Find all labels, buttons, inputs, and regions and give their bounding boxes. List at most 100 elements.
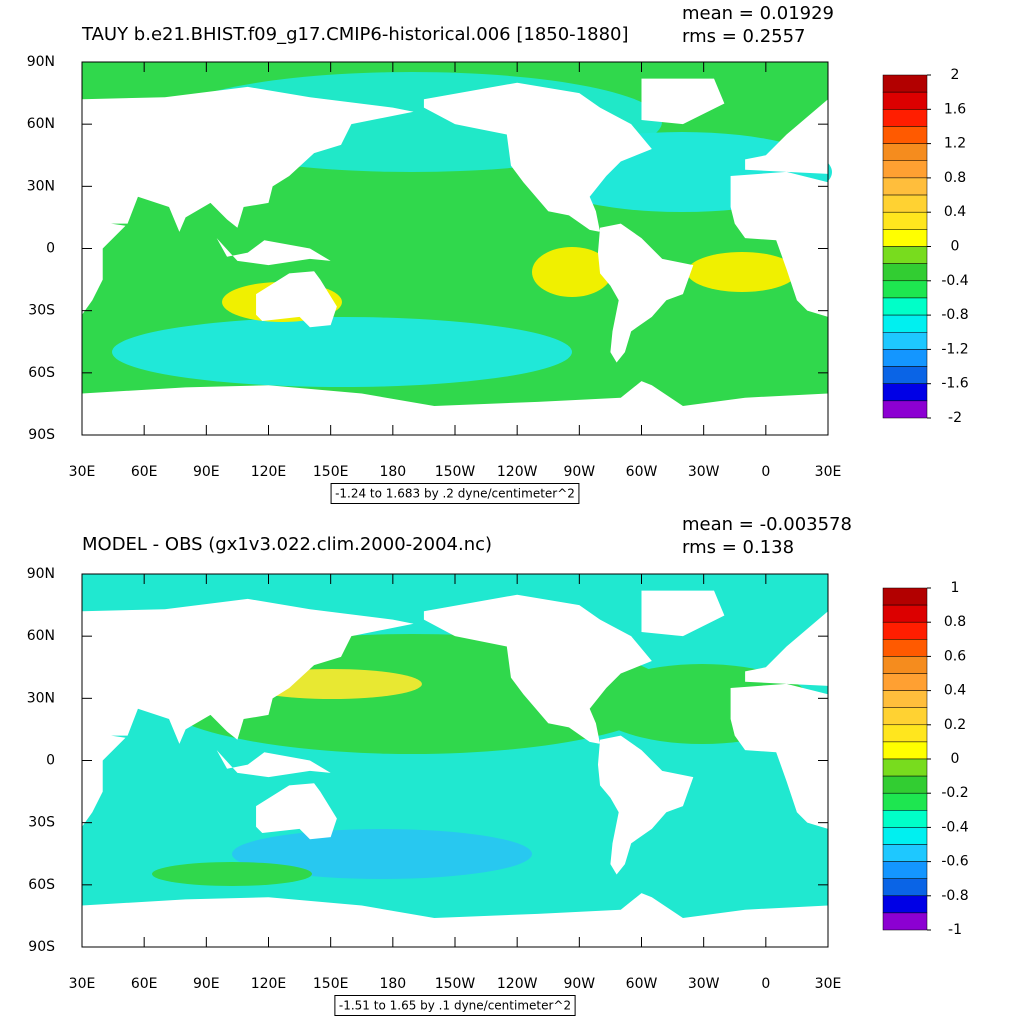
colorbar-box	[882, 587, 928, 606]
lon-label: 150E	[313, 976, 349, 992]
colorbar-box	[882, 109, 928, 127]
lon-label: 180	[379, 464, 406, 480]
lon-label: 120W	[497, 464, 538, 480]
colorbar-box	[882, 895, 928, 914]
colorbar-box	[882, 194, 928, 213]
rms-label: rms = 0.2557	[682, 26, 806, 47]
caption: -1.51 to 1.65 by .1 dyne/centimeter^2	[339, 999, 571, 1013]
colorbar-label: -0.4	[941, 273, 968, 289]
colorbar-label: -0.2	[941, 785, 968, 801]
caption-box	[330, 483, 580, 504]
colorbar-box	[882, 792, 928, 811]
colorbar-label: 0.4	[944, 683, 966, 699]
colorbar-box	[882, 861, 928, 879]
colorbar-box	[882, 280, 928, 299]
mean-label: mean = 0.01929	[682, 3, 834, 24]
colorbar-label: -0.6	[941, 854, 968, 870]
lat-label: 0	[46, 241, 55, 257]
colorbar-box	[882, 673, 928, 691]
lat-label: 60N	[27, 628, 55, 644]
colorbar-box	[882, 263, 928, 282]
colorbar-box	[882, 314, 928, 333]
colorbar-label: 0.4	[944, 204, 966, 220]
colorbar-box	[882, 332, 928, 350]
lon-label: 90E	[193, 976, 220, 992]
lat-label: 30N	[27, 690, 55, 706]
colorbar-label: 1.2	[944, 136, 966, 152]
colorbar-box	[882, 366, 928, 384]
lat-label: 60S	[28, 365, 55, 381]
colorbar-box	[882, 383, 928, 402]
colorbar-box	[882, 74, 928, 93]
map	[82, 62, 832, 435]
colorbar-box	[882, 878, 928, 897]
colorbar-label: 1.6	[944, 101, 966, 117]
colorbar-label: -0.8	[941, 888, 968, 904]
colorbar-box	[882, 211, 928, 230]
caption-box	[334, 995, 576, 1016]
lon-label: 180	[379, 976, 406, 992]
lon-label: 60W	[626, 976, 658, 992]
colorbar-label: 0.2	[944, 717, 966, 733]
colorbar-label: -2	[948, 410, 962, 426]
colorbar-box	[882, 775, 928, 794]
colorbar-box	[882, 621, 928, 640]
colorbar-box	[882, 349, 928, 367]
colorbar-label: 2	[951, 67, 960, 83]
colorbar-label: -0.4	[941, 819, 968, 835]
lon-label: 30W	[688, 464, 720, 480]
colorbar-label: 0	[951, 751, 960, 767]
lon-label: 0	[761, 464, 770, 480]
lat-label: 90S	[28, 939, 55, 955]
map	[82, 574, 828, 947]
lon-label: 60W	[626, 464, 658, 480]
rms-label: rms = 0.138	[682, 537, 794, 558]
lat-label: 60S	[28, 877, 55, 893]
lat-label: 90N	[27, 566, 55, 582]
lon-label: 150W	[435, 976, 476, 992]
colorbar-label: -1.6	[941, 376, 968, 392]
lat-label: 90N	[27, 54, 55, 70]
lon-label: 30E	[69, 464, 96, 480]
colorbar-label: -1.2	[941, 341, 968, 357]
colorbar-label: 0.8	[944, 170, 966, 186]
lon-label: 150W	[435, 464, 476, 480]
lon-label: 90W	[563, 976, 595, 992]
colorbar-box	[882, 690, 928, 708]
colorbar-box	[882, 810, 928, 828]
colorbar-label: 1	[951, 580, 960, 596]
panel-title: MODEL - OBS (gx1v3.022.clim.2000-2004.nc…	[82, 534, 492, 555]
colorbar-box	[882, 604, 928, 623]
lon-label: 60E	[131, 464, 158, 480]
lat-label: 30S	[28, 303, 55, 319]
lat-label: 30S	[28, 815, 55, 831]
lon-label: 30W	[688, 976, 720, 992]
lon-label: 30E	[815, 464, 842, 480]
lon-label: 90W	[563, 464, 595, 480]
colorbar-box	[882, 639, 928, 657]
colorbar-box	[882, 758, 928, 777]
colorbar-label: 0	[951, 239, 960, 255]
lon-label: 120E	[251, 464, 287, 480]
lon-label: 90E	[193, 464, 220, 480]
lon-label: 0	[761, 976, 770, 992]
colorbar-box	[882, 297, 928, 316]
lat-label: 30N	[27, 178, 55, 194]
lat-label: 0	[46, 753, 55, 769]
lon-label: 120E	[251, 976, 287, 992]
colorbar-label: 0.8	[944, 614, 966, 630]
lon-label: 30E	[69, 976, 96, 992]
colorbar-box	[882, 126, 928, 144]
lon-label: 120W	[497, 976, 538, 992]
colorbar-box	[882, 143, 928, 162]
mean-label: mean = -0.003578	[682, 514, 852, 535]
colorbar-box	[882, 724, 928, 743]
lon-label: 60E	[131, 976, 158, 992]
colorbar-box	[882, 656, 928, 674]
colorbar-box	[882, 91, 928, 110]
lon-label: 30E	[815, 976, 842, 992]
colorbar-box	[882, 246, 928, 264]
caption: -1.24 to 1.683 by .2 dyne/centimeter^2	[335, 487, 575, 501]
panel-title: TAUY b.e21.BHIST.f09_g17.CMIP6-historica…	[81, 24, 629, 45]
